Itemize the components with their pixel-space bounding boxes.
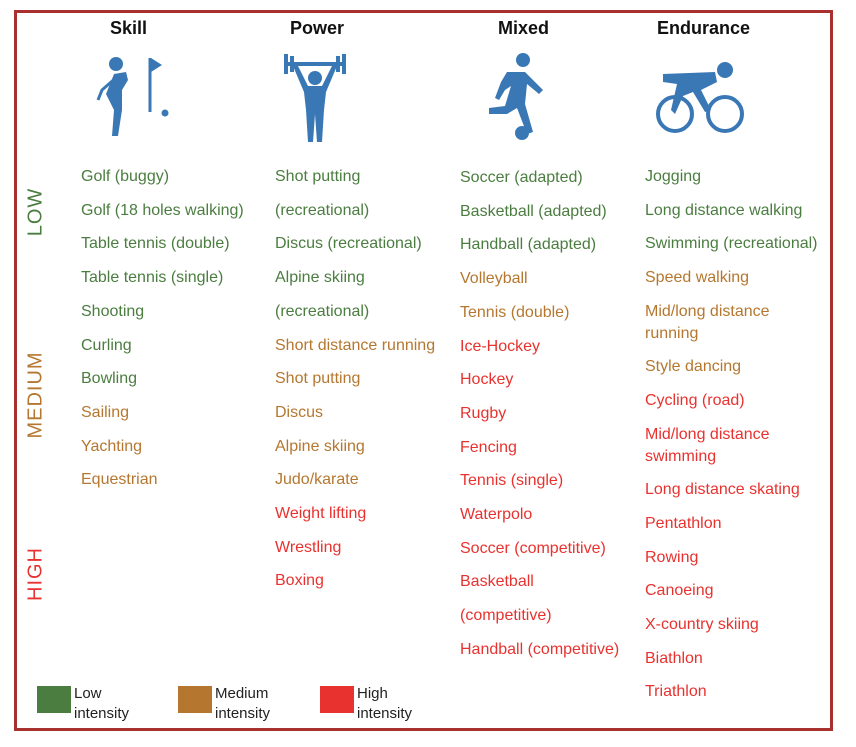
legend-high: High intensity [320, 685, 413, 724]
column-endurance: Jogging Long distance walking Swimming (re… [645, 160, 818, 709]
sport-item: Shooting [81, 302, 145, 320]
column-title-mixed: Mixed [498, 18, 550, 38]
sport-item: Soccer (competitive) [460, 539, 606, 557]
sport-item: Jogging [645, 167, 702, 185]
sport-item: Table tennis (double) [81, 235, 230, 253]
column-mixed: Soccer (adapted) Basketball (adapted) Hand… [460, 161, 619, 667]
sport-item: Judo/karate [275, 471, 359, 489]
sport-item: Mid/long distance swimming [645, 425, 770, 465]
sport-item: Handball (competitive) [460, 640, 620, 658]
sport-item: Tennis (double) [460, 303, 570, 321]
legend-swatch-medium [178, 686, 212, 713]
sport-item: Shot putting [275, 370, 361, 388]
sport-item: Handball (adapted) [460, 236, 597, 254]
sport-item: Yachting [81, 437, 143, 455]
level-label-low: LOW [24, 187, 47, 237]
sport-item: Mid/long distance running [645, 302, 770, 342]
sport-item: Canoeing [645, 582, 714, 600]
sport-item: Speed walking [645, 268, 750, 286]
column-power: Shot putting (recreational) Discus (recre… [275, 160, 435, 598]
sport-item: Swimming (recreational) [645, 235, 818, 253]
sport-item: Triathlon [645, 683, 707, 701]
column-title-endurance: Endurance [657, 18, 751, 38]
column-title-skill: Skill [110, 18, 148, 38]
sport-item: Pentathlon [645, 515, 722, 533]
legend-low: Low intensity [37, 685, 130, 724]
sport-item: Bowling [81, 370, 138, 388]
sport-item: Short distance running [275, 336, 436, 354]
cyclist-icon [656, 62, 744, 133]
legend-label-medium: Medium intensity [215, 685, 271, 722]
legend-swatch-low [37, 686, 71, 713]
sport-item: Rugby [460, 404, 507, 422]
sport-item: Long distance skating [645, 481, 800, 499]
weightlifting-icon [284, 54, 346, 142]
sport-item: Alpine skiing [275, 437, 365, 455]
sport-item: Sailing [81, 403, 130, 421]
sport-item: Rowing [645, 548, 699, 566]
sport-item: Volleyball [460, 270, 528, 288]
soccer-player-icon [489, 53, 543, 140]
column-skill: Golf (buggy) Golf (18 holes walking) Table… [81, 160, 244, 497]
column-title-power: Power [290, 18, 345, 38]
sport-item: Golf (buggy) [81, 168, 170, 185]
sport-item: Weight lifting [275, 505, 367, 523]
sport-item: Basketball (competitive) [460, 573, 552, 625]
sport-item: Discus [275, 403, 324, 421]
sport-item: Table tennis (single) [81, 269, 224, 287]
sport-item: Style dancing [645, 358, 742, 376]
sport-item: Fencing [460, 438, 517, 456]
sport-item: Shot putting (recreational) [275, 168, 370, 219]
legend-medium: Medium intensity [178, 685, 271, 724]
diagram-frame [14, 10, 833, 731]
sport-item: Wrestling [275, 538, 342, 556]
sport-item: Waterpolo [460, 506, 533, 524]
sport-item: Biathlon [645, 649, 703, 667]
legend-label-high: High intensity [357, 685, 413, 722]
sport-item: Tennis (single) [460, 472, 564, 490]
sport-item: Boxing [275, 572, 324, 590]
sport-item: Discus (recreational) [275, 235, 422, 253]
sport-item: Cycling (road) [645, 391, 745, 409]
sport-item: Equestrian [81, 471, 158, 489]
sport-item: Ice-Hockey [460, 337, 541, 355]
sport-item: Golf (18 holes walking) [81, 201, 244, 219]
sport-item: Alpine skiing (recreational) [275, 269, 370, 320]
level-label-medium: MEDIUM [24, 351, 47, 439]
level-label-high: HIGH [24, 547, 47, 601]
golf-icon [96, 57, 169, 136]
sport-item: Basketball (adapted) [460, 202, 607, 220]
sport-item: Curling [81, 336, 132, 354]
sport-item: X-country skiing [645, 616, 759, 634]
sport-item: Hockey [460, 371, 514, 389]
legend-swatch-high [320, 686, 354, 713]
sport-item: Soccer (adapted) [460, 169, 583, 186]
legend-label-low: Low intensity [74, 685, 130, 722]
sport-item: Long distance walking [645, 201, 803, 219]
